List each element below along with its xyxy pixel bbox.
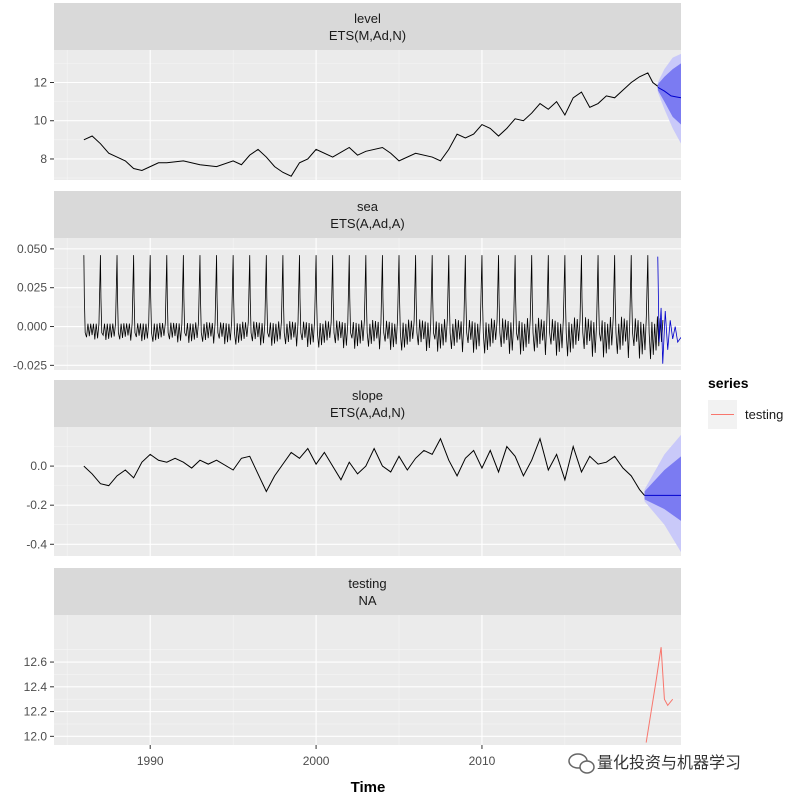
y-tick-label: 0.0 <box>30 459 47 473</box>
panel-data <box>83 53 681 177</box>
y-tick-label: 8 <box>40 152 47 166</box>
history-line <box>83 72 659 177</box>
panel-background <box>54 427 681 556</box>
strip-slope <box>54 380 681 427</box>
legend-label-testing: testing <box>745 407 783 422</box>
strip-model-level: ETS(M,Ad,N) <box>329 28 406 43</box>
x-tick-label: 2010 <box>469 754 496 768</box>
forecast-interval-80 <box>657 63 681 125</box>
y-tick-label: -0.025 <box>13 358 47 372</box>
panel-background <box>54 238 681 370</box>
seasonal-history-line <box>83 255 664 360</box>
y-tick-label: -0.2 <box>26 498 47 512</box>
x-axis-title: Time <box>351 779 386 796</box>
panel-level: level ETS(M,Ad,N) 8 10 12 <box>34 3 681 180</box>
testing-line <box>645 647 674 743</box>
x-tick-label: 2000 <box>303 754 330 768</box>
y-tick-label: 0.050 <box>17 242 47 256</box>
strip-sea <box>54 191 681 238</box>
watermark-text: 量化投资与机器学习 <box>597 753 741 772</box>
strip-label-level: level <box>354 11 381 26</box>
watermark: 量化投资与机器学习 <box>568 753 741 774</box>
forecast-interval-80 <box>644 456 681 521</box>
x-tick-label: 1990 <box>137 754 164 768</box>
y-tick-label: 12 <box>34 76 48 90</box>
legend-title: series <box>708 375 749 391</box>
y-tick-label: 12.0 <box>24 729 48 743</box>
strip-testing <box>54 568 681 615</box>
x-axis: 1990 2000 2010 <box>137 745 496 768</box>
history-line <box>83 437 645 496</box>
panel-sea: sea ETS(A,Ad,A) -0.025 0.000 0.025 0.050 <box>13 191 681 372</box>
panel-data <box>83 255 681 364</box>
y-tick-label: 0.000 <box>17 320 47 334</box>
y-tick-label: 0.025 <box>17 281 47 295</box>
panel-background <box>54 615 681 745</box>
panel-background <box>54 50 681 180</box>
panel-slope: slope ETS(A,Ad,N) -0.4 -0.2 0.0 <box>26 380 681 556</box>
strip-level <box>54 3 681 50</box>
strip-label-slope: slope <box>352 388 383 403</box>
panel-data <box>83 434 681 553</box>
strip-model-sea: ETS(A,Ad,A) <box>330 216 404 231</box>
y-tick-label: -0.4 <box>26 537 47 551</box>
seasonal-forecast-line <box>657 256 681 364</box>
strip-label-testing: testing <box>348 576 386 591</box>
legend: series testing <box>708 375 783 429</box>
forecast-line <box>657 86 681 99</box>
strip-model-slope: ETS(A,Ad,N) <box>330 405 405 420</box>
y-tick-label: 12.4 <box>24 680 48 694</box>
chart-panels: level ETS(M,Ad,N) 8 10 12 sea ETS(A,Ad,A) -0.02… <box>13 3 681 745</box>
y-tick-label: 10 <box>34 114 48 128</box>
wechat-icon <box>568 753 595 774</box>
y-tick-label: 12.2 <box>24 705 48 719</box>
strip-model-testing: NA <box>358 593 376 608</box>
y-tick-label: 12.6 <box>24 655 48 669</box>
strip-label-sea: sea <box>357 199 379 214</box>
panel-data <box>645 647 674 743</box>
panel-testing: testing NA 12.0 12.2 12.4 12.6 <box>24 568 681 745</box>
